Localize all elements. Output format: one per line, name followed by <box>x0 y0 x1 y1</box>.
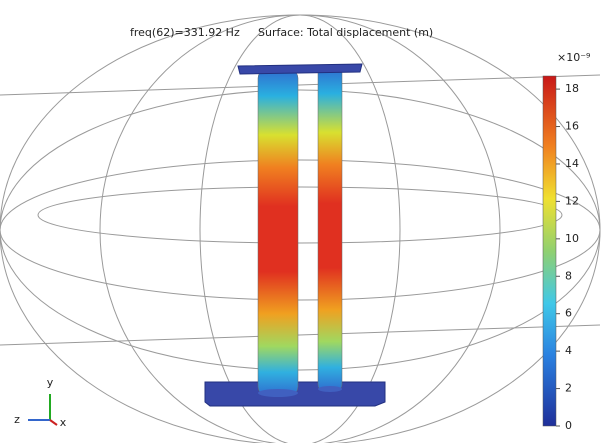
colorbar-tick-label: 2 <box>565 382 572 395</box>
viewport: freq(62)=331.92 Hz Surface: Total displa… <box>0 0 607 443</box>
triad-x: x <box>60 416 67 429</box>
colorbar-tick-label: 10 <box>565 232 579 245</box>
frequency-label: freq(62)=331.92 Hz <box>130 26 240 39</box>
colorbar-tick-label: 4 <box>565 344 572 357</box>
colorbar-tick-label: 14 <box>565 157 579 170</box>
surface-label: Surface: Total displacement (m) <box>258 26 433 39</box>
triad-y: y <box>47 376 54 389</box>
colorbar-tick-label: 0 <box>565 419 572 432</box>
colorbar <box>543 76 556 426</box>
colorbar-exponent: ×10⁻⁹ <box>557 51 590 64</box>
triad: y z x <box>14 376 67 429</box>
colorbar-tick-label: 16 <box>565 120 579 133</box>
colorbar-tick-label: 8 <box>565 269 572 282</box>
sphere-grid <box>0 15 600 443</box>
colorbar-tick-label: 18 <box>565 82 579 95</box>
colorbar-tick-label: 12 <box>565 194 579 207</box>
colorbar-tick-label: 6 <box>565 307 572 320</box>
model <box>205 64 385 406</box>
triad-z: z <box>14 413 20 426</box>
